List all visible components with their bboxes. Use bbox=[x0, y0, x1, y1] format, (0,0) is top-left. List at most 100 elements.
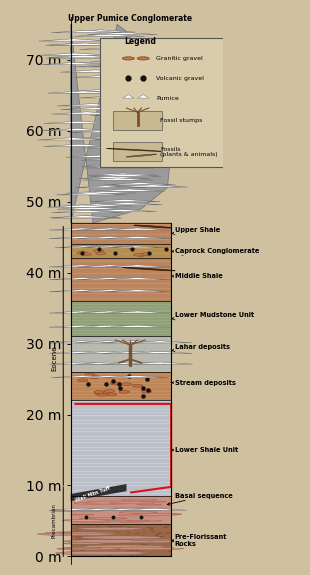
Polygon shape bbox=[127, 362, 193, 364]
Circle shape bbox=[74, 503, 128, 504]
Ellipse shape bbox=[133, 254, 143, 256]
Circle shape bbox=[63, 543, 106, 545]
Polygon shape bbox=[60, 70, 131, 72]
Polygon shape bbox=[127, 351, 193, 354]
Polygon shape bbox=[138, 94, 149, 98]
Polygon shape bbox=[77, 325, 142, 327]
Text: Precambrian: Precambrian bbox=[51, 504, 56, 538]
Polygon shape bbox=[77, 136, 147, 139]
Circle shape bbox=[77, 527, 143, 530]
Polygon shape bbox=[71, 223, 171, 244]
Circle shape bbox=[71, 514, 94, 515]
Ellipse shape bbox=[110, 382, 121, 385]
Polygon shape bbox=[105, 311, 170, 313]
Polygon shape bbox=[105, 278, 170, 279]
Polygon shape bbox=[62, 204, 132, 206]
Polygon shape bbox=[71, 336, 171, 372]
Polygon shape bbox=[74, 64, 144, 67]
Polygon shape bbox=[123, 94, 134, 98]
Text: Caprock Conglomerate: Caprock Conglomerate bbox=[171, 248, 259, 254]
Polygon shape bbox=[80, 47, 150, 49]
Polygon shape bbox=[52, 210, 122, 213]
Polygon shape bbox=[75, 351, 140, 354]
Polygon shape bbox=[101, 87, 171, 89]
Circle shape bbox=[64, 547, 102, 549]
Text: Legend: Legend bbox=[125, 37, 157, 46]
Polygon shape bbox=[102, 90, 172, 92]
Text: Middle Shale: Middle Shale bbox=[171, 273, 223, 279]
Circle shape bbox=[80, 536, 162, 539]
Circle shape bbox=[137, 504, 162, 505]
Text: Granitic gravel: Granitic gravel bbox=[156, 56, 203, 61]
Polygon shape bbox=[51, 30, 122, 33]
Polygon shape bbox=[98, 102, 169, 105]
Polygon shape bbox=[48, 91, 118, 93]
Polygon shape bbox=[117, 102, 187, 105]
Ellipse shape bbox=[94, 390, 104, 393]
Polygon shape bbox=[103, 133, 173, 135]
Polygon shape bbox=[49, 362, 114, 364]
Circle shape bbox=[119, 514, 165, 516]
Polygon shape bbox=[51, 216, 122, 218]
Polygon shape bbox=[88, 173, 158, 175]
Text: Wall Mtn Tuff: Wall Mtn Tuff bbox=[74, 485, 111, 503]
Ellipse shape bbox=[107, 148, 161, 151]
Polygon shape bbox=[51, 375, 116, 378]
Text: Eocene: Eocene bbox=[51, 345, 57, 370]
Text: Upper Shale: Upper Shale bbox=[171, 227, 220, 235]
Polygon shape bbox=[77, 228, 142, 230]
Text: Fossil stumps: Fossil stumps bbox=[160, 118, 202, 122]
Ellipse shape bbox=[122, 57, 135, 60]
Ellipse shape bbox=[122, 267, 175, 271]
Polygon shape bbox=[45, 43, 116, 45]
Polygon shape bbox=[107, 115, 178, 117]
Polygon shape bbox=[71, 301, 171, 336]
Text: Lower Mudstone Unit: Lower Mudstone Unit bbox=[171, 312, 254, 320]
Polygon shape bbox=[101, 362, 166, 364]
Circle shape bbox=[130, 513, 162, 515]
Ellipse shape bbox=[106, 393, 117, 396]
Polygon shape bbox=[108, 129, 178, 131]
Polygon shape bbox=[101, 351, 166, 354]
Polygon shape bbox=[61, 108, 131, 110]
Polygon shape bbox=[127, 341, 193, 343]
Polygon shape bbox=[49, 290, 114, 292]
Polygon shape bbox=[71, 524, 171, 557]
Polygon shape bbox=[74, 75, 144, 78]
Circle shape bbox=[60, 532, 109, 534]
Circle shape bbox=[108, 520, 147, 522]
Circle shape bbox=[111, 547, 184, 550]
Polygon shape bbox=[49, 55, 119, 58]
Polygon shape bbox=[49, 236, 114, 239]
Polygon shape bbox=[66, 191, 137, 193]
Polygon shape bbox=[77, 236, 142, 239]
Polygon shape bbox=[77, 265, 142, 267]
Polygon shape bbox=[74, 34, 144, 36]
FancyBboxPatch shape bbox=[100, 38, 238, 167]
Ellipse shape bbox=[134, 225, 171, 228]
Polygon shape bbox=[79, 177, 149, 179]
Polygon shape bbox=[95, 189, 165, 191]
Polygon shape bbox=[49, 508, 114, 510]
Text: Upper Pumice Conglomerate: Upper Pumice Conglomerate bbox=[68, 14, 192, 23]
Polygon shape bbox=[105, 265, 170, 267]
Ellipse shape bbox=[84, 374, 95, 377]
Polygon shape bbox=[122, 508, 187, 510]
Ellipse shape bbox=[142, 390, 152, 393]
Polygon shape bbox=[71, 24, 171, 223]
Polygon shape bbox=[52, 112, 122, 114]
Text: Fossils
(plants & animals): Fossils (plants & animals) bbox=[160, 147, 218, 158]
Circle shape bbox=[64, 539, 153, 543]
Polygon shape bbox=[109, 185, 179, 187]
Ellipse shape bbox=[94, 250, 104, 252]
Circle shape bbox=[38, 532, 116, 535]
Polygon shape bbox=[67, 91, 137, 94]
Polygon shape bbox=[77, 311, 142, 313]
Circle shape bbox=[73, 521, 111, 523]
Polygon shape bbox=[90, 200, 160, 202]
Polygon shape bbox=[57, 207, 127, 209]
Polygon shape bbox=[47, 205, 118, 207]
Polygon shape bbox=[41, 63, 111, 65]
Circle shape bbox=[128, 520, 150, 522]
Polygon shape bbox=[105, 228, 170, 230]
